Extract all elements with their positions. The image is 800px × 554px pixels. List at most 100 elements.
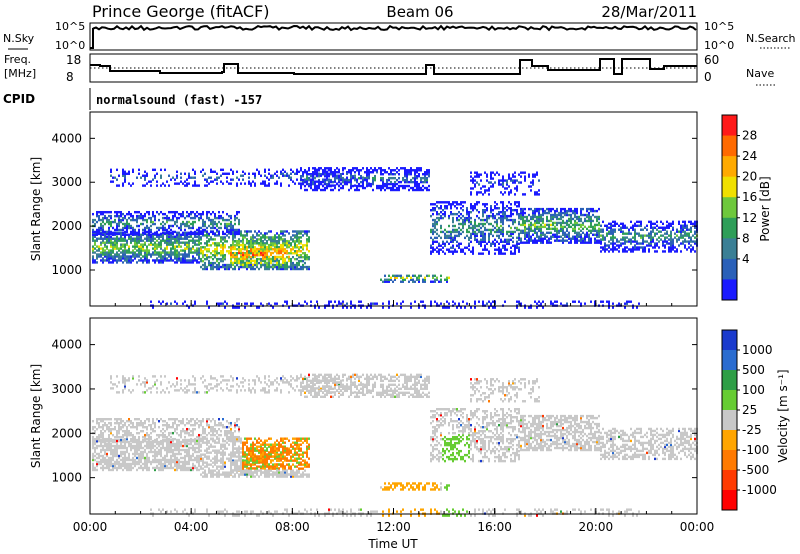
power-cell xyxy=(262,245,264,249)
power-cell xyxy=(276,259,278,263)
power-cell xyxy=(664,250,666,253)
power-cell xyxy=(486,242,488,245)
power-cell xyxy=(290,176,292,179)
power-cell xyxy=(366,182,368,186)
power-cell xyxy=(534,173,536,176)
power-cell xyxy=(338,302,340,305)
power-cell xyxy=(220,302,222,305)
power-cell xyxy=(542,213,544,217)
power-cell xyxy=(504,187,506,190)
velocity-cell xyxy=(146,458,148,462)
power-cell xyxy=(478,240,480,244)
power-cell xyxy=(224,222,226,226)
power-cell xyxy=(250,236,252,239)
freq-label-line2: [MHz] xyxy=(4,67,36,80)
power-cell xyxy=(540,225,542,229)
power-cell xyxy=(296,253,298,257)
power-cell xyxy=(408,280,410,283)
velocity-cell xyxy=(110,452,112,456)
power-cell xyxy=(332,171,334,174)
power-cell xyxy=(144,230,146,234)
power-cell xyxy=(338,170,340,173)
power-cell xyxy=(164,212,166,216)
power-cell xyxy=(494,216,496,220)
power-cell xyxy=(258,252,260,255)
power-cell xyxy=(254,246,256,249)
power-cell xyxy=(574,231,576,235)
power-cell xyxy=(362,186,364,190)
power-cell xyxy=(230,168,232,172)
power-cell xyxy=(212,265,214,269)
power-cell xyxy=(578,227,580,231)
power-cell xyxy=(284,230,286,233)
power-cell xyxy=(210,212,212,216)
power-cell xyxy=(274,247,276,251)
power-cell xyxy=(430,250,432,253)
power-cell xyxy=(232,245,234,249)
velocity-cell xyxy=(130,468,132,472)
power-cell xyxy=(572,209,574,213)
power-cell xyxy=(598,207,600,211)
power-cell xyxy=(278,251,280,255)
power-cell xyxy=(304,171,306,174)
power-cell xyxy=(244,236,246,239)
power-cell xyxy=(124,233,126,236)
power-cell xyxy=(148,239,150,242)
power-cell xyxy=(294,234,296,237)
power-cell xyxy=(532,223,534,227)
power-cell xyxy=(474,302,476,305)
power-cell xyxy=(420,274,422,278)
power-cell xyxy=(230,265,232,269)
velocity-cell xyxy=(138,456,140,460)
power-cell xyxy=(318,180,320,183)
power-cell xyxy=(270,239,272,243)
power-cell xyxy=(280,230,282,233)
power-cell xyxy=(110,243,112,246)
power-cell xyxy=(418,188,420,192)
power-cell xyxy=(204,257,206,261)
power-cell xyxy=(198,249,200,252)
power-cell xyxy=(450,207,452,210)
power-cell xyxy=(118,247,120,250)
power-cell xyxy=(498,242,500,245)
power-cell xyxy=(286,300,288,303)
velocity-cell xyxy=(144,462,146,466)
velocity-cell xyxy=(120,450,122,454)
velocity-cell xyxy=(102,468,104,472)
velocity-cell xyxy=(156,440,158,444)
power-cell xyxy=(594,237,596,240)
power-cell xyxy=(260,239,262,243)
power-cell xyxy=(618,228,620,231)
velocity-cell xyxy=(96,468,98,472)
power-cell xyxy=(234,234,236,237)
power-cell xyxy=(508,177,510,180)
power-cell xyxy=(484,222,486,226)
power-cell xyxy=(464,306,466,309)
power-cell xyxy=(388,280,390,283)
power-cell xyxy=(218,302,220,305)
power-cell xyxy=(152,212,154,216)
power-cell xyxy=(542,207,544,211)
power-cell xyxy=(458,302,460,305)
power-cell xyxy=(664,238,666,241)
power-cell xyxy=(202,259,204,263)
power-cell xyxy=(680,232,682,235)
power-cell xyxy=(300,186,302,190)
power-cell xyxy=(466,216,468,220)
power-cell xyxy=(188,214,190,218)
velocity-cell xyxy=(122,438,124,442)
power-cell xyxy=(240,174,242,177)
power-cell xyxy=(416,186,418,190)
power-cell xyxy=(664,228,666,231)
power-cell xyxy=(144,176,146,179)
power-cell xyxy=(478,173,480,176)
power-cell xyxy=(266,251,268,255)
power-cell xyxy=(584,217,586,221)
power-cell xyxy=(596,235,598,238)
power-cell xyxy=(176,170,178,173)
power-cell xyxy=(286,172,288,175)
velocity-cell xyxy=(136,442,138,446)
power-cell xyxy=(404,174,406,178)
power-cell xyxy=(458,232,460,236)
power-cell xyxy=(134,255,136,258)
